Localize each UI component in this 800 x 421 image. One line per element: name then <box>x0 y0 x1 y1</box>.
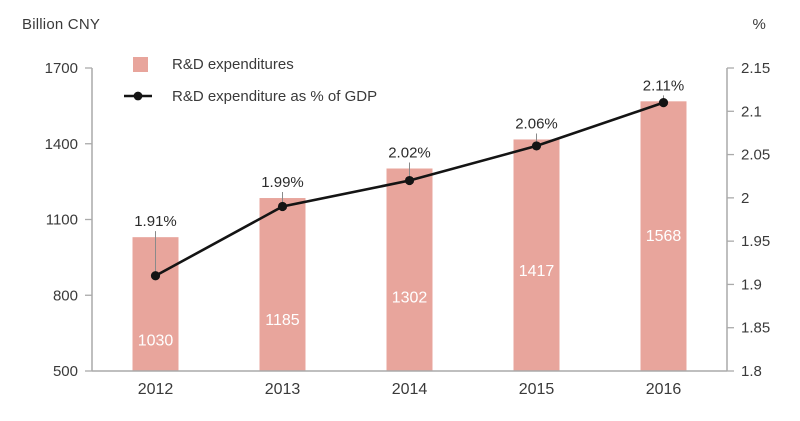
line-point-2015 <box>531 141 542 151</box>
right-tick-label: 1.8 <box>741 363 762 380</box>
left-tick-label: 800 <box>53 287 78 304</box>
bar-value-label-2013: 1185 <box>265 312 300 329</box>
legend-line-label: R&D expenditure as % of GDP <box>172 87 378 105</box>
legend-item-line: R&D expenditure as % of GDP <box>123 87 378 105</box>
left-tick-label: 1700 <box>45 60 78 77</box>
bar-2015 <box>513 139 560 371</box>
x-axis-label-2014: 2014 <box>392 381 428 398</box>
legend: R&D expenditures R&D expenditure as % of… <box>123 56 377 120</box>
line-point-2014 <box>404 175 415 186</box>
right-tick-label: 2.05 <box>741 147 770 164</box>
right-axis-unit-label: % <box>752 16 766 33</box>
bar-value-label-2012: 1030 <box>138 333 174 350</box>
bar-value-label-2016: 1568 <box>646 228 682 245</box>
bar-value-label-2014: 1302 <box>392 289 428 306</box>
right-tick-label: 1.95 <box>741 233 770 250</box>
percent-label-2015: 2.06% <box>515 115 558 132</box>
left-tick-label: 1400 <box>45 136 78 153</box>
legend-bars-label: R&D expenditures <box>172 55 294 73</box>
line-point-2016 <box>658 98 669 108</box>
x-axis-label-2016: 2016 <box>646 381 682 398</box>
right-tick-label: 2.1 <box>741 103 762 120</box>
right-tick-label: 2 <box>741 190 749 207</box>
right-tick-label: 1.85 <box>741 320 770 337</box>
x-axis-label-2015: 2015 <box>519 381 555 398</box>
bar-2013 <box>259 198 306 371</box>
bar-2016 <box>640 101 687 371</box>
percent-label-2013: 1.99% <box>261 174 304 191</box>
percent-label-2014: 2.02% <box>388 144 431 161</box>
x-axis-label-2013: 2013 <box>265 381 301 398</box>
x-axis-label-2012: 2012 <box>138 381 174 398</box>
bar-2014 <box>386 168 433 371</box>
line-point-2012 <box>150 271 161 281</box>
line-marker-icon <box>124 91 152 101</box>
left-axis-unit-label: Billion CNY <box>22 16 101 33</box>
bar-value-label-2015: 1417 <box>519 263 555 280</box>
line-point-2013 <box>277 201 288 212</box>
right-tick-label: 1.9 <box>741 276 762 293</box>
bar-swatch-icon <box>133 56 148 72</box>
percent-label-2016: 2.11% <box>643 77 684 94</box>
right-tick-label: 2.15 <box>741 60 770 77</box>
legend-item-bars: R&D expenditures <box>123 55 377 73</box>
left-tick-label: 500 <box>53 363 78 380</box>
percent-label-2012: 1.91% <box>134 213 177 230</box>
left-tick-label: 1100 <box>46 212 78 229</box>
